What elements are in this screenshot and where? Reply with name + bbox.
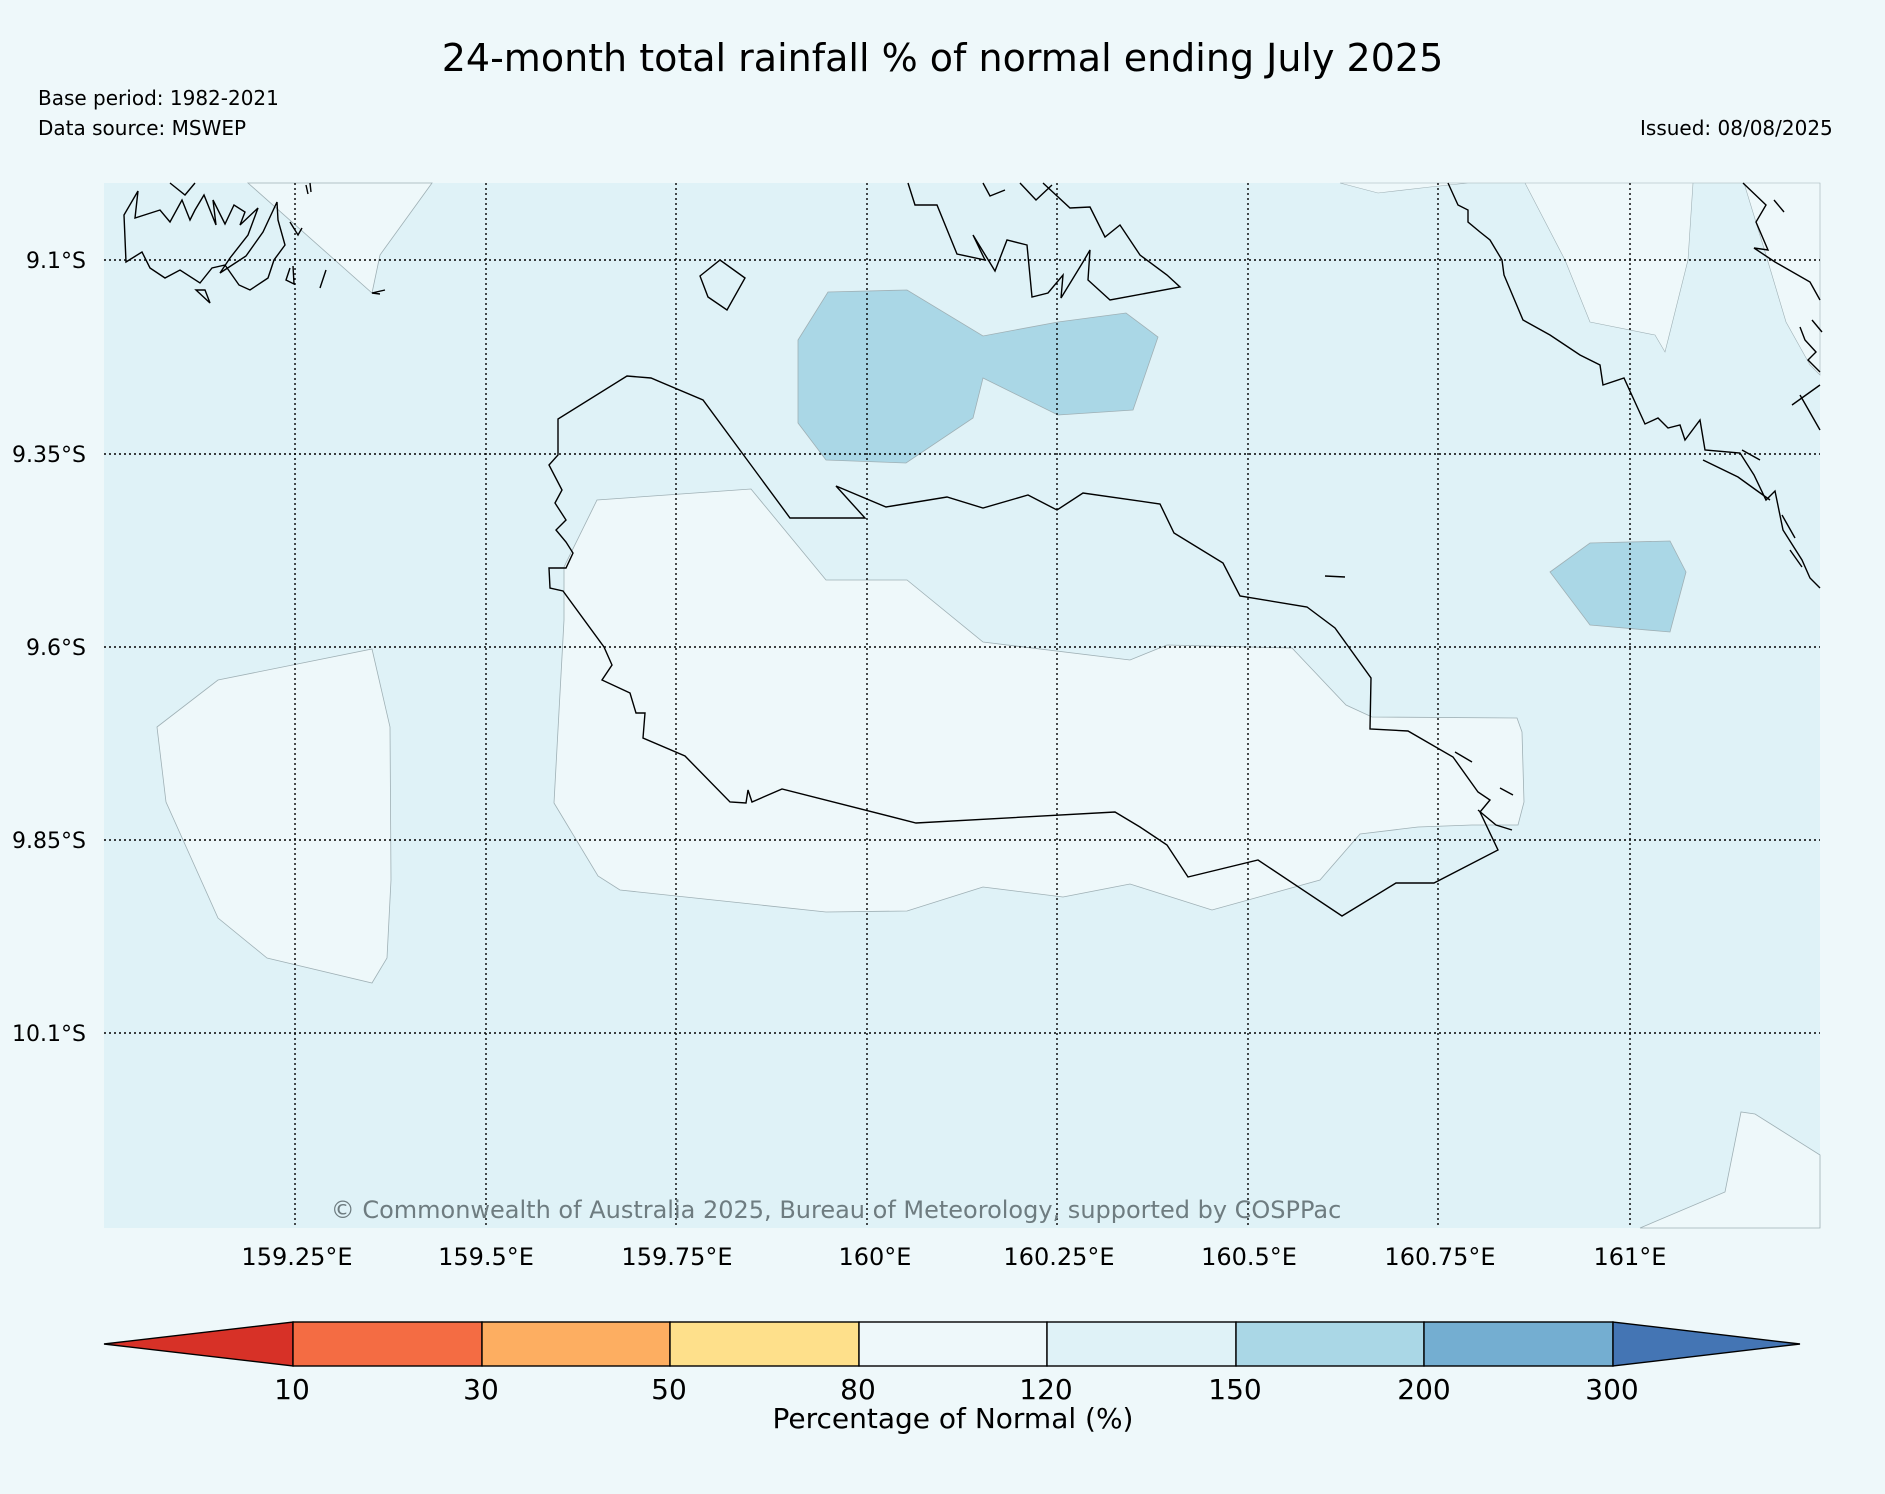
coastlines xyxy=(123,182,1823,917)
lat-label-9.85: 9.85°S xyxy=(12,829,86,854)
colorbar-segment-below-10 xyxy=(103,1321,294,1367)
colorbar-segment-above-300 xyxy=(1612,1321,1801,1367)
coastline-far-east xyxy=(1742,182,1823,431)
base-period-note: Base period: 1982-2021 xyxy=(38,86,279,110)
colorbar-segment-50-80 xyxy=(669,1321,860,1367)
colorbar-tick-50: 50 xyxy=(651,1373,687,1406)
contour-80-120-west xyxy=(156,648,392,984)
contour-150-200-north xyxy=(797,289,1159,464)
lon-label-160.5: 160.5°E xyxy=(1201,1243,1297,1271)
colorbar-tick-30: 30 xyxy=(463,1373,499,1406)
lon-label-160.25: 160.25°E xyxy=(1003,1243,1114,1271)
lon-label-159.5: 159.5°E xyxy=(438,1243,534,1271)
colorbar-tick-300: 300 xyxy=(1585,1373,1638,1406)
copyright-notice: © Commonwealth of Australia 2025, Bureau… xyxy=(331,1196,1342,1224)
colorbar-segment-30-50 xyxy=(481,1321,671,1367)
colorbar-segment-150-200 xyxy=(1235,1321,1425,1367)
coastline-malaita xyxy=(1447,182,1821,589)
issued-date: Issued: 08/08/2025 xyxy=(1640,116,1833,140)
colorbar-segment-80-120 xyxy=(858,1321,1048,1367)
colorbar-tick-120: 120 xyxy=(1019,1373,1072,1406)
colorbar-segment-10-30 xyxy=(292,1321,483,1367)
coastline-malaita-south xyxy=(1702,449,1803,568)
contour-80-120-north xyxy=(246,182,433,294)
coastline-cape-marau xyxy=(1454,751,1514,831)
colorbar-tick-10: 10 xyxy=(274,1373,310,1406)
colorbar-segment-200-300 xyxy=(1423,1321,1614,1367)
lon-label-160.75: 160.75°E xyxy=(1384,1243,1495,1271)
contour-150-200-east xyxy=(1549,540,1687,633)
coastline-nggela-west xyxy=(982,182,1053,201)
lon-label-160: 160°E xyxy=(839,1243,912,1271)
coastline-northwest-fragments xyxy=(169,182,386,304)
coastline-guadalcanal xyxy=(548,375,1499,917)
map-title: 24-month total rainfall % of normal endi… xyxy=(441,36,1444,80)
contour-80-120-northeast xyxy=(1339,182,1821,376)
lon-label-161: 161°E xyxy=(1594,1243,1667,1271)
coastline-northwest-islands xyxy=(123,190,286,291)
lat-label-9.35: 9.35°S xyxy=(12,443,86,468)
lon-label-159.25: 159.25°E xyxy=(241,1243,352,1271)
data-source-note: Data source: MSWEP xyxy=(38,116,247,140)
lat-label-10.1: 10.1°S xyxy=(12,1022,86,1047)
colorbar-tick-80: 80 xyxy=(840,1373,876,1406)
lat-label-9.6: 9.6°S xyxy=(26,636,86,661)
coastline-islet-east xyxy=(1324,575,1346,578)
graticule xyxy=(104,183,1820,1228)
colorbar-tick-150: 150 xyxy=(1208,1373,1261,1406)
colorbar-tick-200: 200 xyxy=(1397,1373,1450,1406)
colorbar xyxy=(103,1321,1801,1367)
lat-label-9.1: 9.1°S xyxy=(26,249,86,274)
contour-80-120-southeast xyxy=(1639,1111,1821,1229)
colorbar-segment-120-150 xyxy=(1046,1321,1237,1367)
coastline-small-island-north xyxy=(699,259,746,312)
lon-label-159.75: 159.75°E xyxy=(621,1243,732,1271)
colorbar-title: Percentage of Normal (%) xyxy=(773,1402,1134,1435)
